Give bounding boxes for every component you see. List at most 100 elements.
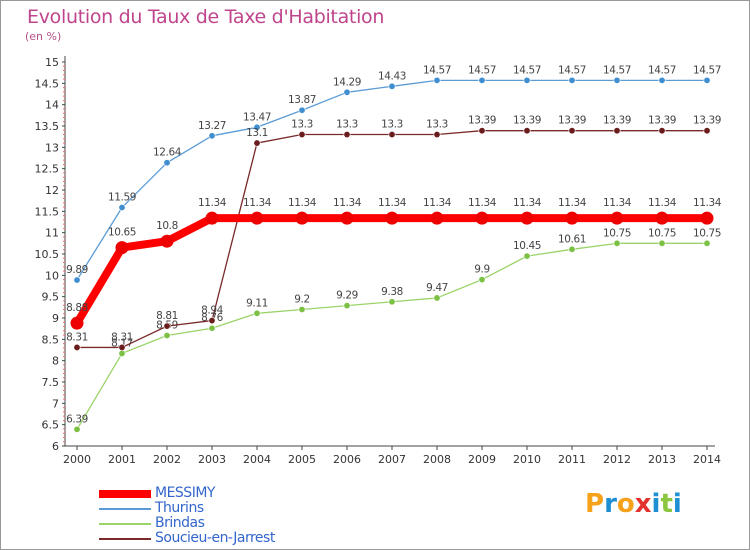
legend-label-thurins: Thurins [155,500,204,516]
legend-swatch-soucieu-en-jarrest [99,538,151,540]
data-point-brindas [658,239,666,247]
y-tick-label: 12.5 [35,163,60,176]
data-point-brindas [613,239,621,247]
data-label-soucieu-en-jarrest: 8.31 [111,331,133,343]
data-label-brindas: 10.75 [648,227,676,239]
data-label-messimy: 10.8 [156,220,178,232]
data-label-thurins: 14.57 [513,64,541,76]
y-tick-label: 15 [45,56,59,69]
data-label-thurins: 14.57 [648,64,676,76]
proxiti-logo: Proxiti [585,489,682,519]
data-point-messimy [340,211,354,225]
data-label-soucieu-en-jarrest: 8.81 [156,310,178,322]
data-point-soucieu-en-jarrest [298,131,306,139]
logo-letter: i [672,489,682,519]
data-label-messimy: 11.34 [693,197,722,209]
data-point-thurins [343,88,351,96]
data-point-soucieu-en-jarrest [388,131,396,139]
data-point-brindas [343,302,351,310]
data-label-soucieu-en-jarrest: 13.3 [381,119,403,131]
x-tick-label: 2002 [153,453,181,466]
data-label-brindas: 10.75 [693,227,721,239]
data-label-soucieu-en-jarrest: 13.39 [648,115,676,127]
data-point-brindas [298,305,306,313]
logo-letter: x [634,489,652,519]
y-tick-label: 7.5 [42,376,60,389]
data-point-brindas [478,276,486,284]
legend-swatch-messimy [99,490,151,498]
data-point-soucieu-en-jarrest [703,127,711,135]
x-tick-label: 2003 [198,453,226,466]
data-point-messimy [475,211,489,225]
data-point-thurins [568,76,576,84]
y-tick-label: 13.5 [35,120,60,133]
data-point-messimy [610,211,624,225]
series-thurins: 9.89 11.59 12.64 13.27 13.47 13.87 14.29 14.43 1… [66,64,721,284]
data-point-thurins [298,106,306,114]
y-tick-label: 14 [45,99,59,112]
data-point-soucieu-en-jarrest [478,127,486,135]
data-point-thurins [703,76,711,84]
data-label-soucieu-en-jarrest: 8.31 [66,331,88,343]
data-label-messimy: 11.34 [423,197,452,209]
y-tick-label: 11 [45,227,59,240]
data-point-messimy [205,211,219,225]
x-tick-label: 2010 [513,453,541,466]
data-label-soucieu-en-jarrest: 13.39 [693,115,721,127]
data-label-messimy: 11.34 [468,197,497,209]
data-point-soucieu-en-jarrest [163,322,171,330]
data-label-brindas: 9.11 [246,297,268,309]
data-label-thurins: 14.57 [468,64,496,76]
data-label-brindas: 9.47 [426,282,448,294]
legend-item-thurins[interactable]: Thurins [99,500,299,516]
legend-swatch-thurins [99,508,151,510]
data-label-soucieu-en-jarrest: 13.1 [246,127,268,139]
data-point-brindas [253,309,261,317]
data-label-brindas: 8.17 [111,337,133,349]
legend-item-brindas[interactable]: Brindas [99,515,299,531]
y-tick-label: 10 [45,269,59,282]
data-label-messimy: 11.34 [558,197,587,209]
y-tick-label: 6.5 [42,419,60,432]
x-tick-label: 2001 [108,453,136,466]
data-label-brindas: 10.61 [558,233,586,245]
data-label-messimy: 11.34 [513,197,542,209]
legend-item-messimy[interactable]: MESSIMY [99,485,299,501]
data-point-soucieu-en-jarrest [658,127,666,135]
data-label-messimy: 11.34 [648,197,677,209]
data-point-thurins [253,123,261,131]
x-tick-label: 2005 [288,453,316,466]
data-label-thurins: 11.59 [108,191,136,203]
data-point-thurins [613,76,621,84]
data-point-brindas [118,349,126,357]
data-label-soucieu-en-jarrest: 13.39 [468,115,496,127]
data-point-brindas [163,331,171,339]
x-tick-label: 2006 [333,453,361,466]
x-tick-label: 2012 [603,453,631,466]
data-label-messimy: 11.34 [288,197,317,209]
y-tick-label: 9 [52,312,59,325]
data-label-thurins: 14.57 [423,64,451,76]
data-point-brindas [703,239,711,247]
data-label-brindas: 9.29 [336,290,358,302]
data-point-soucieu-en-jarrest [343,131,351,139]
data-label-thurins: 9.89 [66,264,88,276]
data-label-messimy: 11.34 [603,197,632,209]
data-label-soucieu-en-jarrest: 13.39 [513,115,541,127]
data-point-thurins [478,76,486,84]
data-point-messimy [160,234,174,248]
logo-letter: P [585,489,605,519]
chart-unit: (en %) [25,30,62,43]
x-tick-label: 2008 [423,453,451,466]
logo-letter: o [616,489,635,519]
x-tick-label: 2013 [648,453,676,466]
data-label-messimy: 10.65 [108,227,136,239]
y-tick-label: 10.5 [35,248,60,261]
data-label-thurins: 14.57 [693,64,721,76]
data-label-thurins: 13.87 [288,94,316,106]
legend-item-soucieu-en-jarrest[interactable]: Soucieu-en-Jarrest [99,530,299,546]
x-tick-label: 2007 [378,453,406,466]
data-point-thurins [388,82,396,90]
logo-letter: r [604,489,617,519]
